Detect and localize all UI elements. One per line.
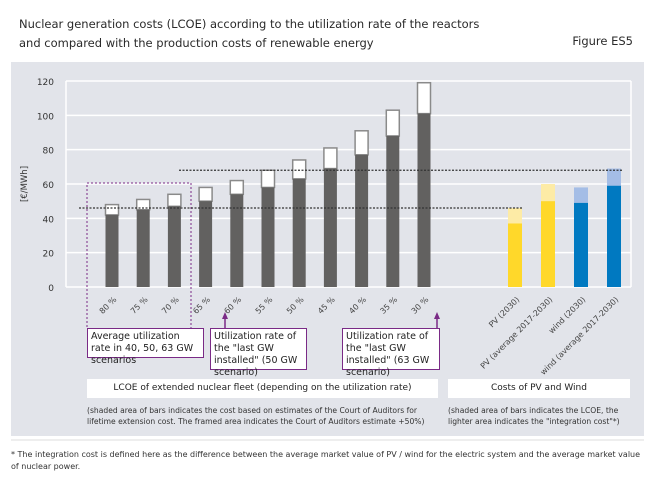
nuclear-bar-shaded	[167, 206, 181, 287]
nuclear-bar-frame	[385, 109, 401, 137]
lcoe-bar	[508, 223, 522, 287]
lcoe-bar	[541, 201, 555, 287]
y-tick-label: 20	[43, 250, 55, 260]
nuclear-bar-shaded	[199, 201, 213, 287]
nuclear-bar-shaded	[355, 154, 369, 287]
nuclear-bar-frame	[229, 179, 245, 196]
integration-cost-bar	[508, 208, 522, 224]
y-axis-label: [€/MWh]	[20, 166, 30, 202]
figure-label: Figure ES5	[572, 34, 633, 48]
x-tick-label: PV (2030)	[487, 295, 521, 329]
lcoe-bar	[607, 185, 621, 287]
footnote: * The integration cost is defined here a…	[11, 450, 641, 471]
x-tick-label: 60 %	[222, 295, 243, 316]
integration-cost-bar	[574, 187, 588, 203]
nuclear-bar-shaded	[386, 135, 400, 287]
nuclear-bar-shaded	[105, 214, 119, 287]
nuclear-bar-shaded	[292, 178, 306, 287]
annotation-last-gw-50: Utilization rate of the "last GW install…	[210, 328, 307, 378]
x-tick-label: 65 %	[191, 295, 212, 316]
x-tick-label: 40 %	[347, 295, 368, 316]
nuclear-bar-shaded	[417, 113, 431, 287]
nuclear-bar-frame	[323, 147, 338, 170]
nuclear-bar-frame	[198, 186, 213, 202]
x-tick-label: 45 %	[316, 295, 337, 316]
x-tick-label: 75 %	[129, 295, 150, 316]
arrow-up-icon	[434, 312, 440, 319]
x-tick-label: 70 %	[160, 295, 181, 316]
nuclear-bar-shaded	[230, 194, 244, 287]
title-line-2: and compared with the production costs o…	[19, 36, 374, 50]
nuclear-bar-shaded	[261, 187, 275, 287]
legend-renewables: Costs of PV and Wind	[448, 379, 630, 398]
annotation-last-gw-63: Utilization rate of the "last GW install…	[342, 328, 440, 378]
renewables-note: (shaded area of bars indicates the LCOE,…	[448, 406, 620, 426]
integration-cost-bar	[541, 184, 555, 202]
y-tick-label: 120	[37, 78, 54, 88]
arrow-up-icon	[222, 312, 228, 319]
nuclear-bar-frame	[291, 159, 307, 180]
x-tick-label: PV (average 2017-2030)	[479, 295, 555, 371]
y-tick-label: 60	[43, 181, 55, 191]
x-tick-label: 35 %	[378, 295, 399, 316]
nuclear-bar-shaded	[323, 168, 337, 287]
title-line-1: Nuclear generation costs (LCOE) accordin…	[19, 17, 480, 31]
figure-title: Nuclear generation costs (LCOE) accordin…	[19, 15, 479, 53]
x-tick-label: 50 %	[285, 295, 306, 316]
nuclear-bar-frame	[416, 81, 432, 115]
x-tick-label: 55 %	[254, 295, 275, 316]
x-tick-label: 30 %	[410, 295, 431, 316]
legend-nuclear: LCOE of extended nuclear fleet (dependin…	[87, 379, 438, 398]
annotation-average-rate: Average utilization rate in 40, 50, 63 G…	[87, 328, 204, 366]
nuclear-note: (shaded area of bars indicates the cost …	[87, 406, 425, 426]
lcoe-bar	[574, 202, 588, 287]
x-tick-label: 80 %	[98, 295, 119, 316]
integration-cost-bar	[607, 168, 621, 186]
nuclear-bar-shaded	[136, 209, 150, 287]
nuclear-bar-frame	[260, 169, 276, 189]
y-tick-label: 0	[48, 284, 54, 294]
nuclear-bar-frame	[167, 193, 182, 208]
y-tick-label: 40	[43, 215, 55, 225]
nuclear-bar-frame	[354, 130, 369, 156]
nuclear-bar-frame	[104, 203, 120, 216]
y-tick-label: 100	[37, 112, 54, 122]
y-tick-label: 80	[43, 147, 55, 157]
